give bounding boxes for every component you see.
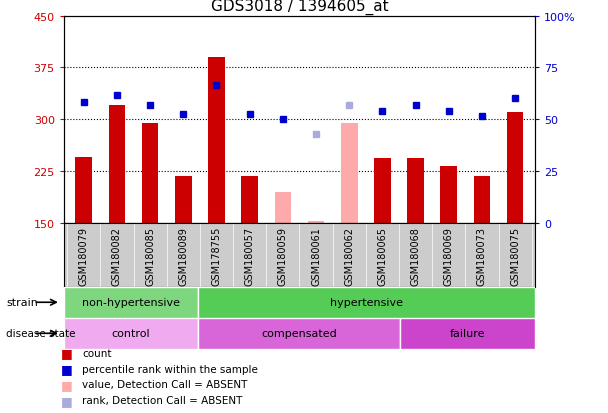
Text: GSM180079: GSM180079 — [79, 226, 89, 285]
Bar — [374, 159, 391, 223]
Bar — [407, 159, 424, 223]
Bar — [341, 123, 358, 223]
Bar — [401, 318, 535, 349]
Text: GSM180075: GSM180075 — [510, 226, 520, 285]
Text: ■: ■ — [61, 362, 72, 375]
Text: disease state: disease state — [6, 328, 75, 339]
Text: failure: failure — [450, 328, 485, 339]
Text: GSM180069: GSM180069 — [444, 226, 454, 285]
Text: count: count — [82, 348, 112, 358]
Text: GSM180085: GSM180085 — [145, 226, 155, 285]
Bar — [208, 58, 225, 223]
Bar — [241, 176, 258, 223]
Text: control: control — [112, 328, 150, 339]
Text: GSM180068: GSM180068 — [410, 226, 421, 285]
Text: rank, Detection Call = ABSENT: rank, Detection Call = ABSENT — [82, 395, 243, 405]
Bar — [275, 192, 291, 223]
Text: strain: strain — [6, 297, 38, 308]
Bar — [75, 158, 92, 223]
Text: GSM180062: GSM180062 — [344, 226, 354, 285]
Bar — [109, 106, 125, 223]
Bar — [198, 318, 401, 349]
Text: GSM178755: GSM178755 — [212, 226, 221, 285]
Text: GSM180061: GSM180061 — [311, 226, 321, 285]
Bar — [64, 287, 198, 318]
Text: ■: ■ — [61, 347, 72, 360]
Text: compensated: compensated — [261, 328, 337, 339]
Bar — [440, 166, 457, 223]
Text: GSM180082: GSM180082 — [112, 226, 122, 285]
Bar — [198, 287, 535, 318]
Bar — [308, 222, 324, 223]
Text: ■: ■ — [61, 394, 72, 407]
Text: hypertensive: hypertensive — [330, 297, 403, 308]
Text: non-hypertensive: non-hypertensive — [82, 297, 180, 308]
Text: ■: ■ — [61, 378, 72, 391]
Text: GSM180059: GSM180059 — [278, 226, 288, 285]
Text: GSM180065: GSM180065 — [378, 226, 387, 285]
Bar — [474, 176, 490, 223]
Text: GSM180057: GSM180057 — [244, 226, 255, 285]
Bar — [64, 318, 198, 349]
Title: GDS3018 / 1394605_at: GDS3018 / 1394605_at — [210, 0, 389, 15]
Text: GSM180089: GSM180089 — [178, 226, 188, 285]
Text: percentile rank within the sample: percentile rank within the sample — [82, 364, 258, 374]
Bar — [175, 176, 192, 223]
Bar — [142, 123, 159, 223]
Text: value, Detection Call = ABSENT: value, Detection Call = ABSENT — [82, 380, 247, 389]
Text: GSM180073: GSM180073 — [477, 226, 487, 285]
Bar — [507, 113, 523, 223]
